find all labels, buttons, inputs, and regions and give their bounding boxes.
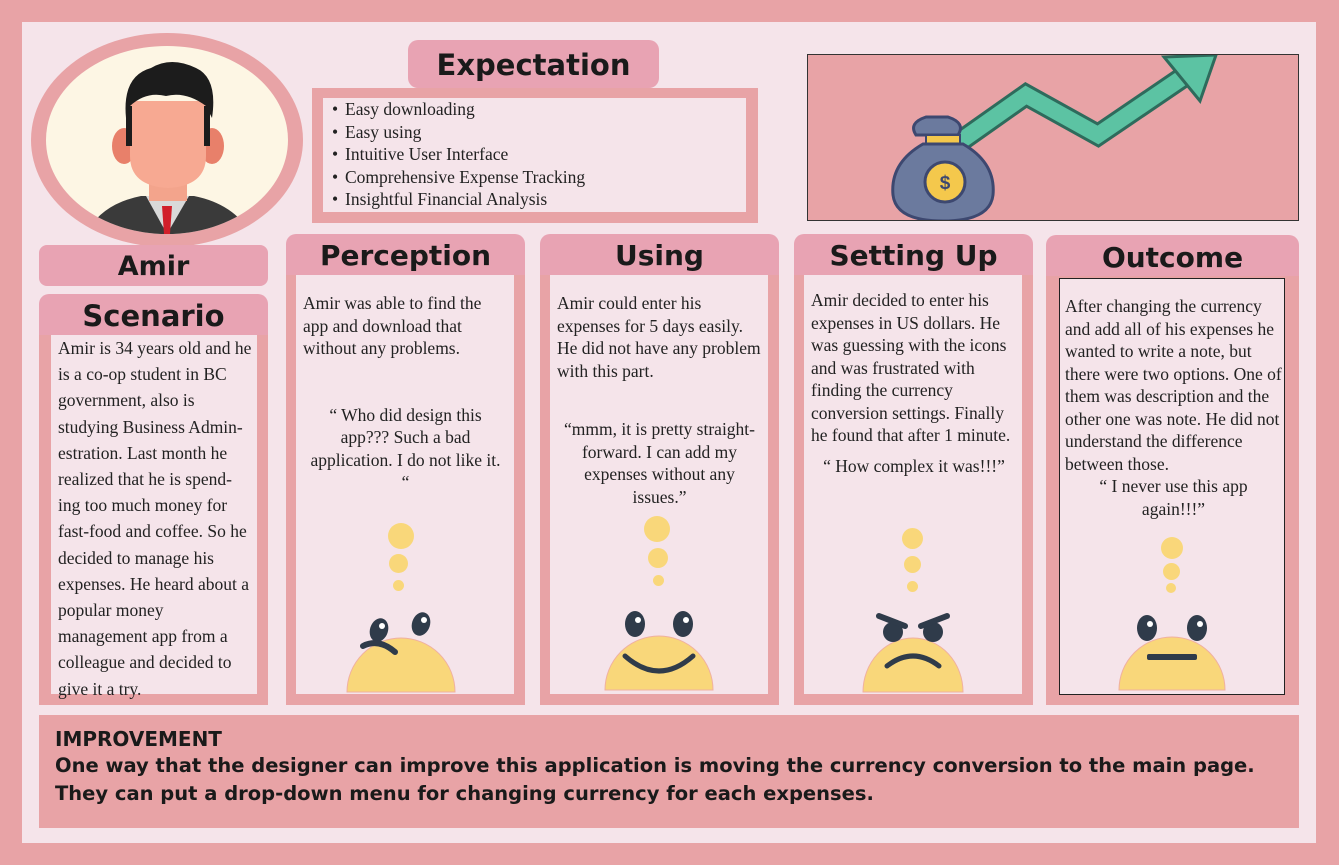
stage-quote: “ Who did design this app??? Such a bad … (310, 404, 501, 493)
thought-bubble-icon (648, 548, 668, 568)
stage-description: Amir was able to find the app and downlo… (303, 293, 482, 358)
expectation-item: Insightful Financial Analysis (332, 188, 746, 211)
happy-face-icon (604, 611, 714, 691)
thought-bubble-icon (644, 516, 670, 542)
stage-panel-outcome: After changing the currency and add all … (1046, 276, 1299, 705)
thought-bubble-icon (389, 554, 408, 573)
thought-bubble-icon (902, 528, 923, 549)
improvement-heading: IMPROVEMENT (55, 727, 222, 751)
expectation-item: Easy using (332, 121, 746, 144)
scenario-title-tab: Scenario (39, 294, 268, 336)
stage-quote: “mmm, it is pretty straight-forward. I c… (563, 419, 755, 507)
stage-panel-perception: Amir was able to find the app and downlo… (286, 275, 525, 705)
expectation-title-tab: Expectation (408, 40, 659, 88)
thought-bubble-icon (907, 581, 918, 592)
expectation-title: Expectation (436, 48, 631, 82)
stage-title-tab-using: Using (540, 234, 779, 276)
money-growth-illustration: $ (807, 54, 1299, 221)
stage-title-tab-setting-up: Setting Up (794, 234, 1033, 276)
thought-bubble-icon (653, 575, 664, 586)
person-icon (86, 62, 251, 234)
growth-arrow-icon (941, 55, 1218, 159)
expectation-list: Easy downloading Easy using Intuitive Us… (323, 98, 746, 211)
expectation-box: Easy downloading Easy using Intuitive Us… (312, 88, 758, 223)
stage-panel-using: Amir could enter his expenses for 5 days… (540, 275, 779, 705)
persona-name: Amir (117, 251, 190, 282)
thought-bubble-icon (1163, 563, 1180, 580)
stage-title: Using (615, 239, 704, 272)
stage-panel-setting-up: Amir decided to enter his expenses in US… (794, 275, 1033, 705)
neutral-face-icon (1118, 615, 1226, 691)
angry-face-icon (862, 613, 964, 693)
thought-bubble-icon (1166, 583, 1176, 593)
improvement-text: One way that the designer can improve th… (55, 754, 1255, 805)
scenario-text: Amir is 34 years old and he is a co-op s… (58, 338, 252, 699)
thought-bubble-icon (388, 523, 414, 549)
scenario-panel: Amir is 34 years old and he is a co-op s… (39, 335, 268, 705)
stage-title: Outcome (1101, 241, 1244, 274)
improvement-panel: IMPROVEMENT One way that the designer ca… (39, 715, 1299, 828)
stage-title: Perception (319, 239, 492, 272)
stage-description: Amir decided to enter his expenses in US… (811, 290, 1011, 445)
stage-quote: “ How complex it was!!!” (823, 455, 1005, 476)
money-bag-icon (891, 115, 995, 220)
persona-name-plate: Amir (39, 245, 268, 286)
thought-bubble-icon (1161, 537, 1183, 559)
avatar (31, 33, 303, 247)
currency-symbol: $ (940, 173, 951, 194)
expectation-item: Intuitive User Interface (332, 143, 746, 166)
thought-bubble-icon (393, 580, 404, 591)
stage-quote: “ I never use this app again!!!” (1099, 476, 1248, 519)
stage-title-tab-perception: Perception (286, 234, 525, 276)
thought-bubble-icon (904, 556, 921, 573)
expectation-item: Easy downloading (332, 98, 746, 121)
confused-face-icon (346, 612, 456, 693)
stage-title-tab-outcome: Outcome (1046, 235, 1299, 277)
stage-description: Amir could enter his expenses for 5 days… (557, 293, 761, 381)
expectation-item: Comprehensive Expense Tracking (332, 166, 746, 189)
stage-title: Setting Up (829, 239, 998, 272)
stage-description: After changing the currency and add all … (1065, 296, 1282, 474)
scenario-title: Scenario (82, 299, 225, 333)
